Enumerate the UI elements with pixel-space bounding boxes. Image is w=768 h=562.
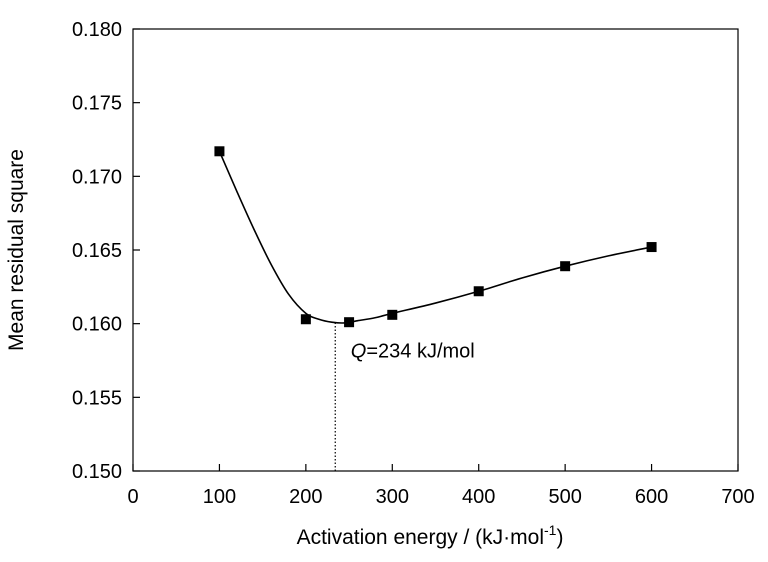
- data-point: [473, 286, 484, 297]
- data-point: [560, 261, 571, 272]
- x-tick-label: 600: [635, 486, 668, 508]
- x-tick-label: 700: [721, 486, 754, 508]
- y-tick-label: 0.150: [72, 461, 122, 483]
- data-point: [344, 317, 355, 328]
- data-point: [387, 309, 398, 320]
- annotation-label: Q=234 kJ/mol: [351, 341, 475, 363]
- x-tick-label: 500: [548, 486, 581, 508]
- x-tick-label: 200: [289, 486, 322, 508]
- x-tick-label: 0: [127, 486, 138, 508]
- x-tick-label: 100: [203, 486, 236, 508]
- x-axis-title: Activation energy / (kJ·mol-1): [297, 522, 564, 549]
- data-points: [214, 146, 657, 328]
- data-point: [214, 146, 225, 157]
- y-tick-label: 0.160: [72, 314, 122, 336]
- y-axis-tick-labels: 0.150 0.155 0.160 0.165 0.170 0.175 0.180: [72, 19, 122, 483]
- y-tick-label: 0.165: [72, 240, 122, 262]
- x-tick-label: 400: [462, 486, 495, 508]
- fit-curve-line: [218, 150, 652, 324]
- data-point: [300, 314, 311, 325]
- x-axis-tick-labels: 0 100 200 300 400 500 600 700: [127, 486, 754, 508]
- y-tick-label: 0.180: [72, 19, 122, 41]
- annotation-text: =234 kJ/mol: [366, 341, 474, 363]
- y-axis-ticks: [133, 28, 140, 472]
- y-axis-title: Mean residual square: [5, 149, 28, 351]
- x-tick-label: 300: [376, 486, 409, 508]
- data-point: [646, 242, 657, 253]
- y-tick-label: 0.175: [72, 93, 122, 115]
- annotation-italic: Q: [351, 341, 367, 363]
- y-tick-label: 0.155: [72, 387, 122, 409]
- x-axis-ticks: [132, 464, 739, 471]
- y-tick-label: 0.170: [72, 166, 122, 188]
